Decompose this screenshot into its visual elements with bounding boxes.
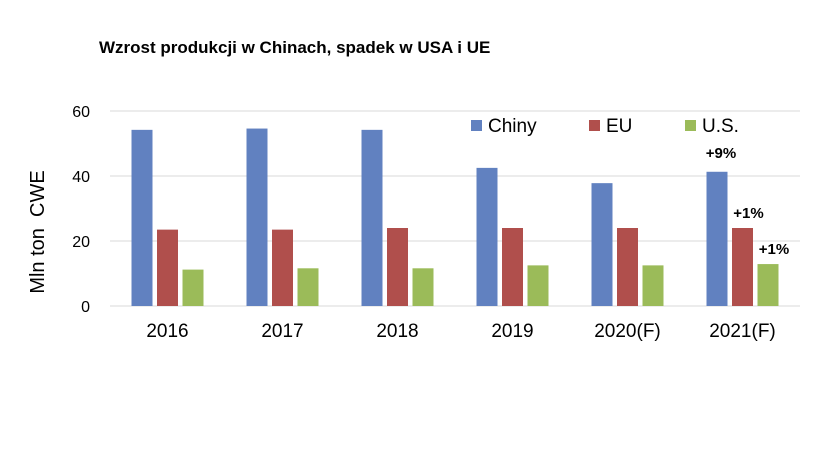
x-tick-label: 2019 [491,321,533,342]
bar-eu-2020f [617,228,638,306]
y-axis-label: Mln ton CWE [27,170,49,293]
bar-us-2017 [297,268,319,306]
bar-eu-2018 [387,228,408,306]
y-axis-ticks: 0 20 40 60 [72,104,90,316]
bar-chiny-2020f [591,183,613,306]
bars [131,128,779,306]
bar-chiny-2016 [131,129,153,306]
x-tick-label: 2017 [261,321,303,342]
y-tick-label: 0 [81,299,90,316]
x-tick-label: 2021(F) [709,321,776,342]
bar-us-2019 [527,265,549,306]
bar-eu-2019 [502,228,523,306]
bar-eu-2016 [157,229,178,306]
data-annotation: +1% [759,241,789,258]
y-tick-label: 60 [72,104,90,121]
bar-us-2021f [757,264,779,306]
legend-swatch [589,120,600,131]
bar-chiny-2018 [361,129,383,306]
x-tick-label: 2020(F) [594,321,661,342]
legend-label: U.S. [702,116,739,137]
legend-swatch [471,120,482,131]
bar-eu-2021f [732,228,753,306]
gridlines [110,110,800,307]
legend-label: EU [606,116,632,137]
x-tick-label: 2016 [146,321,188,342]
legend-swatch [685,120,696,131]
chart-title: Wzrost produkcji w Chinach, spadek w USA… [99,38,490,57]
legend: Chiny EU U.S. [471,116,739,137]
bar-chiny-2019 [476,167,498,306]
bar-us-2020f [642,265,664,306]
data-annotation: +1% [733,205,763,222]
x-tick-label: 2018 [376,321,418,342]
legend-label: Chiny [488,116,537,137]
bar-chiny-2021f [706,171,728,306]
x-axis-ticks: 2016 2017 2018 2019 2020(F) 2021(F) [146,321,775,342]
bar-us-2018 [412,268,434,306]
y-tick-label: 20 [72,234,90,251]
bar-us-2016 [182,269,204,306]
y-tick-label: 40 [72,169,90,186]
bar-chiny-2017 [246,128,268,306]
bar-eu-2017 [272,229,293,306]
data-annotation: +9% [706,145,736,162]
annotations: +9% +1% +1% [706,145,789,258]
